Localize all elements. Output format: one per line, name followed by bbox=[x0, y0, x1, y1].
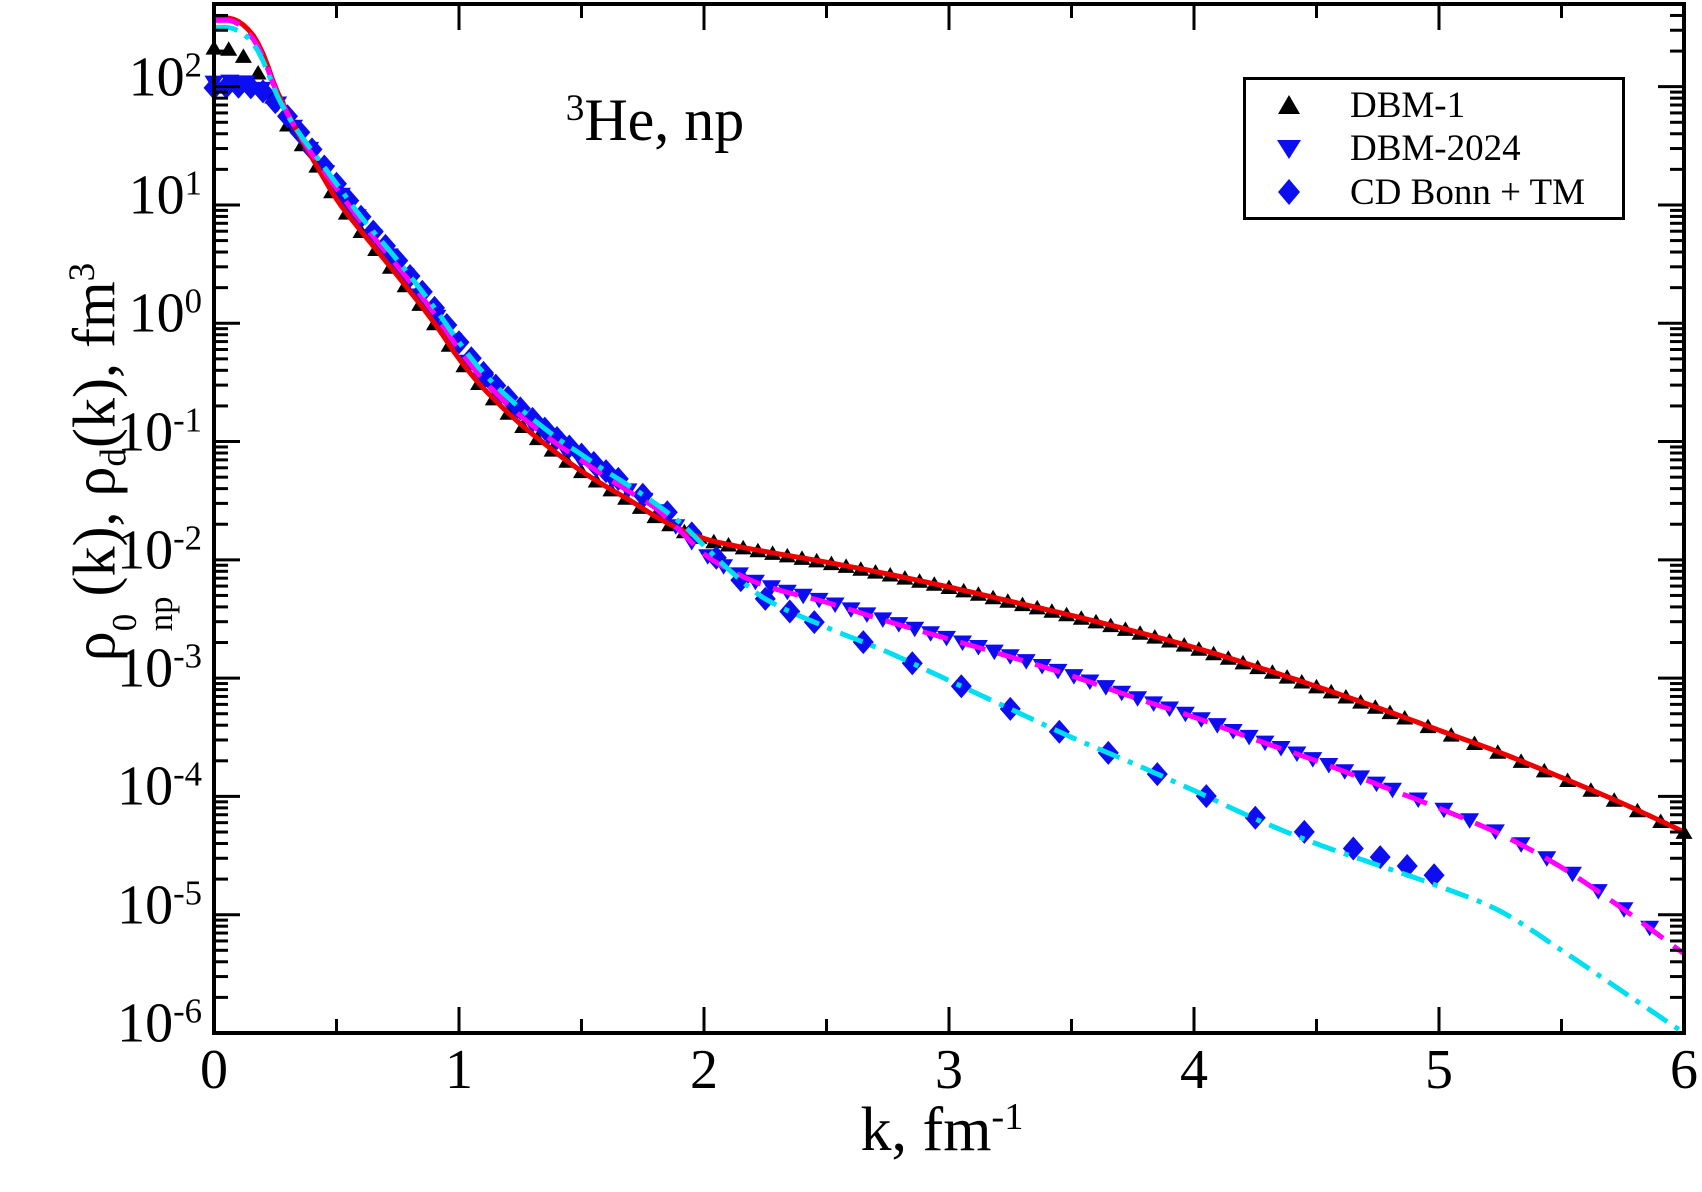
triangle-down-marker bbox=[1460, 813, 1480, 829]
legend-box: DBM-1 DBM-2024 CD Bonn + TM bbox=[1243, 77, 1625, 220]
diamond-marker bbox=[252, 79, 274, 104]
triangle-up-marker bbox=[234, 48, 252, 63]
y-tick-label: 102 bbox=[128, 45, 202, 109]
x-axis-label-exponent: -1 bbox=[991, 1096, 1024, 1138]
triangle-up-icon bbox=[1278, 95, 1300, 114]
legend-label: DBM-2024 bbox=[1350, 128, 1521, 169]
x-tick-label: 2 bbox=[690, 1039, 718, 1101]
rho-np-superscript: 0 bbox=[105, 613, 145, 632]
x-tick-label: 1 bbox=[445, 1039, 473, 1101]
rho-d-symbol: ρ bbox=[61, 466, 128, 497]
y-tick-label: 10-6 bbox=[117, 991, 202, 1055]
x-axis-label: k, fm-1 bbox=[861, 1098, 1024, 1161]
triangle-up-marker bbox=[220, 41, 238, 56]
diamond-marker bbox=[1423, 863, 1445, 888]
triangle-down-marker bbox=[873, 612, 893, 628]
triangle-down-marker bbox=[1096, 680, 1116, 696]
fm-cubed-exponent: 3 bbox=[62, 262, 103, 282]
x-tick-label: 5 bbox=[1425, 1039, 1453, 1101]
diamond-marker bbox=[901, 651, 923, 676]
y-tick-label: 10-3 bbox=[117, 636, 202, 700]
diamond-marker bbox=[1195, 784, 1217, 809]
diamond-marker bbox=[999, 696, 1021, 721]
legend-label: DBM-1 bbox=[1350, 84, 1466, 126]
diamond-marker bbox=[1244, 805, 1266, 830]
y-tick-label: 10-2 bbox=[117, 518, 202, 582]
y-tick-label: 100 bbox=[128, 281, 202, 345]
diamond-icon bbox=[1278, 179, 1300, 205]
title-text: He, np bbox=[584, 87, 745, 154]
triangle-down-marker bbox=[984, 644, 1004, 661]
x-tick-label: 6 bbox=[1670, 1039, 1698, 1101]
legend-label: CD Bonn + TM bbox=[1350, 171, 1586, 213]
y-label-mid2: (k), fm bbox=[61, 281, 128, 448]
x-tick-label: 0 bbox=[200, 1039, 228, 1101]
y-tick-label: 10-4 bbox=[117, 754, 202, 818]
triangle-down-marker bbox=[1319, 758, 1339, 774]
diamond-marker bbox=[1293, 819, 1315, 844]
title-superscript: 3 bbox=[565, 87, 585, 129]
diamond-marker bbox=[1396, 854, 1418, 878]
rho-np-subscript: np bbox=[140, 596, 180, 632]
y-tick-label: 101 bbox=[128, 163, 202, 227]
rho-np-symbol: ρ bbox=[61, 631, 128, 662]
y-axis-label: ρ 0 np (k), ρd(k), fm3 bbox=[61, 262, 180, 662]
y-tick-label: 10-5 bbox=[117, 873, 202, 937]
x-tick-label: 3 bbox=[935, 1039, 963, 1101]
legend-item-dbm-2024: DBM-2024 bbox=[1246, 130, 1622, 167]
triangle-down-marker bbox=[1207, 718, 1227, 734]
legend-item-cd-bonn-tm: CD Bonn + TM bbox=[1246, 174, 1622, 211]
legend-item-dbm-1: DBM-1 bbox=[1246, 87, 1622, 124]
plot-title: 3He, np bbox=[565, 87, 745, 154]
series-line-dbm-1 bbox=[214, 15, 1684, 835]
rho-d-subscript: d bbox=[93, 447, 135, 467]
y-label-mid1: (k), bbox=[61, 496, 128, 597]
x-axis-label-text: k, fm bbox=[860, 1096, 992, 1165]
x-tick-label: 4 bbox=[1180, 1039, 1208, 1101]
triangle-down-icon bbox=[1277, 139, 1301, 159]
triangle-down-marker bbox=[761, 580, 781, 596]
y-tick-label: 10-1 bbox=[117, 400, 202, 464]
rho-np-supsub: 0 np bbox=[105, 596, 180, 632]
diamond-marker bbox=[950, 674, 972, 699]
triangle-down-marker bbox=[1351, 770, 1371, 786]
diamond-marker bbox=[852, 630, 874, 655]
diamond-marker bbox=[779, 599, 801, 624]
triangle-down-marker bbox=[1563, 866, 1582, 883]
